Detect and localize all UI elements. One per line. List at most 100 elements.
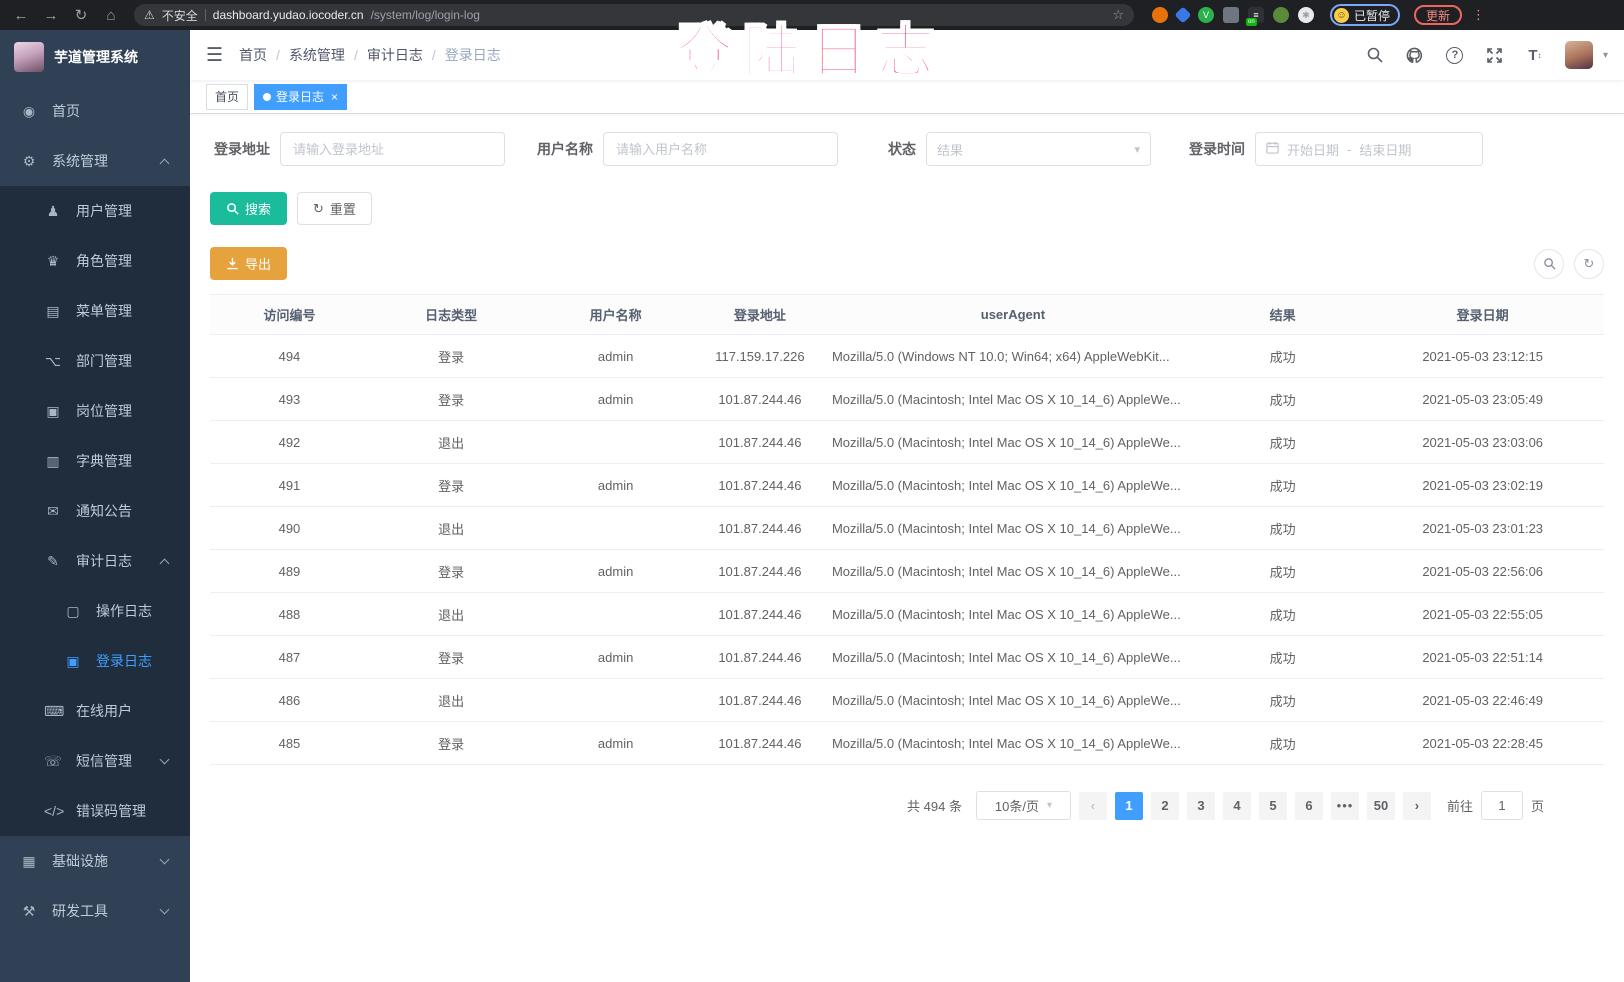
sidebar-item-role[interactable]: ♛ 角色管理 [0, 236, 190, 286]
username-input[interactable] [603, 132, 838, 166]
green-v-extension-icon[interactable]: V [1198, 7, 1214, 23]
extensions-row: V ≡ on ✱ [1152, 6, 1314, 26]
more-pages-button[interactable]: ••• [1330, 791, 1359, 820]
cell: 成功 [1269, 392, 1296, 408]
export-button[interactable]: 导出 [210, 247, 288, 280]
browser-profile-chip[interactable]: ☺ 已暂停 [1330, 4, 1401, 26]
security-warning-label[interactable]: 不安全 [161, 8, 198, 23]
on-badge: on [1246, 18, 1257, 26]
login-address-input[interactable] [280, 132, 505, 166]
prev-page-button[interactable]: ‹ [1078, 791, 1107, 820]
avatar-caret-icon[interactable]: ▾ [1602, 49, 1608, 61]
breadcrumb-item[interactable]: 首页 [239, 47, 268, 63]
sidebar-item-online-user[interactable]: ⌨ 在线用户 [0, 686, 190, 736]
browser-update-button[interactable]: 更新 [1414, 5, 1463, 25]
sidebar-item-dept[interactable]: ⌥ 部门管理 [0, 336, 190, 386]
breadcrumb-item[interactable]: 审计日志 [366, 47, 423, 63]
tool-icon: ⚒ [22, 902, 36, 919]
breadcrumb-separator: / [276, 47, 280, 63]
table-row: 489 登录 admin 101.87.244.46 Mozilla/5.0 (Maci… [210, 550, 1604, 593]
breadcrumb: 首页 / 系统管理 / 审计日志 / 登录日志 [239, 45, 501, 65]
table-row: 487 登录 admin 101.87.244.46 Mozilla/5.0 (Maci… [210, 636, 1604, 679]
cell: 101.87.244.46 [718, 563, 802, 579]
github-icon[interactable] [1405, 45, 1425, 65]
logo-image [14, 42, 44, 72]
cell: 493 [278, 391, 301, 407]
paw-extension-icon[interactable]: ✱ [1298, 7, 1314, 23]
browser-home-icon[interactable]: ⌂ [106, 6, 116, 24]
column-header: 用户名称 [589, 308, 642, 323]
toggle-search-button[interactable] [1534, 248, 1564, 279]
browser-forward-icon[interactable]: → [43, 6, 59, 24]
sidebar-item-post[interactable]: ▣ 岗位管理 [0, 386, 190, 436]
breadcrumb-item[interactable]: 系统管理 [288, 47, 345, 63]
blue-diamond-extension-icon[interactable] [1174, 6, 1192, 24]
cell: 101.87.244.46 [718, 391, 802, 407]
column-header: 访问编号 [263, 308, 316, 323]
sidebar-item-label: 系统管理 [52, 153, 108, 169]
cell: 成功 [1269, 693, 1296, 709]
post-icon: ▣ [46, 402, 60, 419]
sidebar-item-system[interactable]: ⚙ 系统管理 [0, 136, 190, 186]
column-header: userAgent [980, 307, 1046, 322]
gear-icon: ⚙ [22, 152, 36, 169]
filter-form: 登录地址 用户名称 状态 结果 ▾ 登录时间 开始日期 - 结束日期 [210, 132, 1604, 166]
leaf-extension-icon[interactable] [1273, 7, 1289, 23]
login-time-range-picker[interactable]: 开始日期 - 结束日期 [1255, 132, 1483, 166]
font-size-icon[interactable]: T ↕ [1528, 46, 1542, 64]
page-button-6[interactable]: 6 [1294, 791, 1323, 820]
fullscreen-icon[interactable] [1485, 45, 1505, 65]
sidebar-item-label: 操作日志 [96, 603, 152, 619]
user-avatar[interactable] [1564, 41, 1593, 69]
cell: Mozilla/5.0 (Macintosh; Intel Mac OS X 1… [831, 477, 1181, 493]
grid-extension-icon[interactable] [1223, 7, 1239, 23]
login-log-table: 访问编号 日志类型 用户名称 登录地址 userAgent 结果 登录日期 494 登录 adm… [210, 294, 1604, 765]
sidebar-item-user[interactable]: ♟ 用户管理 [0, 186, 190, 236]
hamburger-icon[interactable]: ☰ [206, 44, 224, 66]
refresh-table-button[interactable]: ↻ [1574, 248, 1604, 279]
sidebar-item-infra[interactable]: ▦ 基础设施 [0, 836, 190, 886]
cell: 2021-05-03 22:55:05 [1422, 606, 1544, 622]
sidebar-item-operate-log[interactable]: ▢ 操作日志 [0, 586, 190, 636]
cell: 登录 [438, 650, 465, 666]
reset-button[interactable]: ↻ 重置 [297, 192, 372, 225]
page-size-select[interactable]: 10条/页 ▾ [975, 791, 1071, 820]
help-icon[interactable]: ? [1445, 45, 1465, 65]
browser-reload-icon[interactable]: ↻ [74, 7, 88, 24]
sidebar-item-login-log[interactable]: ▣ 登录日志 [0, 636, 190, 686]
sidebar-item-sms[interactable]: ☏ 短信管理 [0, 736, 190, 786]
sidebar-logo[interactable]: 芋道管理系统 [0, 30, 190, 84]
orange-circle-extension-icon[interactable] [1152, 7, 1168, 23]
sidebar-item-dev-tool[interactable]: ⚒ 研发工具 [0, 886, 190, 936]
sidebar-item-audit-log[interactable]: ✎ 审计日志 [0, 536, 190, 586]
sidebar-item-error-code[interactable]: </> 错误码管理 [0, 786, 190, 836]
status-select[interactable]: 结果 ▾ [926, 132, 1151, 166]
search-button[interactable]: 搜索 [210, 192, 288, 225]
tab-登录日志[interactable]: 登录日志 × [254, 83, 348, 110]
cell: 101.87.244.46 [718, 434, 802, 450]
tab-首页[interactable]: 首页 [206, 83, 249, 110]
browser-back-icon[interactable]: ← [13, 6, 29, 24]
cell: Mozilla/5.0 (Macintosh; Intel Mac OS X 1… [831, 563, 1181, 579]
browser-chrome: ← → ↻ ⌂ ⚠ 不安全 dashboard.yudao.iocoder.cn… [0, 0, 1624, 30]
sidebar-item-home[interactable]: ◉ 首页 [0, 86, 190, 136]
page-button-50[interactable]: 50 [1366, 791, 1395, 820]
page-button-2[interactable]: 2 [1150, 791, 1179, 820]
header-search-icon[interactable] [1365, 45, 1385, 65]
page-button-4[interactable]: 4 [1222, 791, 1251, 820]
list-on-extension-icon[interactable]: ≡ on [1246, 7, 1264, 26]
address-bar[interactable]: ⚠ 不安全 dashboard.yudao.iocoder.cn/system/… [134, 4, 1134, 26]
sidebar-item-dict[interactable]: ▥ 字典管理 [0, 436, 190, 486]
goto-page-input[interactable] [1480, 791, 1523, 820]
cell: 登录 [438, 392, 465, 408]
next-page-button[interactable]: › [1402, 791, 1431, 820]
page-button-3[interactable]: 3 [1186, 791, 1215, 820]
close-icon[interactable]: × [331, 89, 339, 104]
sidebar-item-notice[interactable]: ✉ 通知公告 [0, 486, 190, 536]
cell: 登录 [438, 736, 465, 752]
sidebar-item-menu[interactable]: ▤ 菜单管理 [0, 286, 190, 336]
browser-menu-dots-icon[interactable]: ⋮ [1472, 7, 1487, 22]
bookmark-star-icon[interactable]: ☆ [1112, 7, 1124, 22]
page-button-5[interactable]: 5 [1258, 791, 1287, 820]
page-button-1[interactable]: 1 [1114, 791, 1143, 820]
